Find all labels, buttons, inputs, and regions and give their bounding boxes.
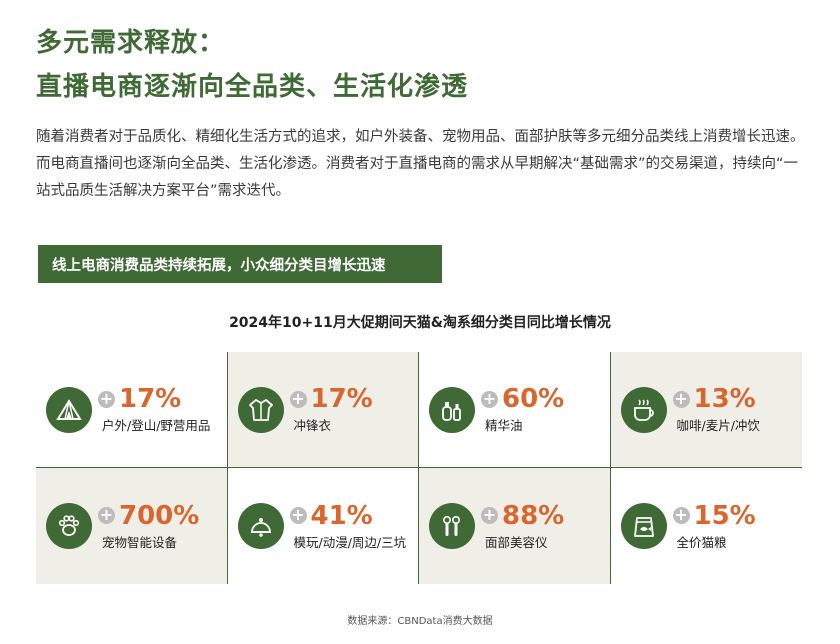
category-card: +41% 模玩/动漫/周边/三坑 [228,468,419,584]
jacket-icon [237,386,284,433]
grid-subtitle: 2024年10+11月大促期间天猫&淘系细分类目同比增长情况 [229,315,611,331]
paw-icon [46,503,92,549]
coffee-cup-icon [620,386,667,433]
category-card: +700% 宠物智能设备 [36,468,228,584]
plus-icon: + [98,505,115,524]
growth-value: 17% [119,384,182,414]
category-label: 冲锋衣 [293,418,332,433]
cat-food-bag-icon [620,503,667,549]
category-label: 户外/登山/野营用品 [102,418,211,433]
tent-icon [46,386,92,433]
category-label: 模玩/动漫/周边/三坑 [293,534,407,550]
page-title-line2: 直播电商逐渐向全品类、生活化渗透 [36,72,469,102]
intro-paragraph: 随着消费者对于品质化、精细化生活方式的追求，如户外装备、宠物用品、面部护肤等多元… [36,129,805,199]
category-card: +13% 咖啡/麦片/冲饮 [610,352,802,468]
growth-value: 15% [693,500,756,531]
category-card: +88% 面部美容仪 [419,468,611,584]
category-label: 面部美容仪 [485,534,548,550]
growth-value: 13% [693,384,756,414]
plus-icon: + [481,505,498,524]
category-card: +15% 全价猫粮 [611,468,803,584]
growth-value: 88% [502,500,565,531]
category-label: 咖啡/麦片/冲饮 [676,418,760,433]
serum-bottle-icon [429,386,475,433]
category-card: +60% 精华油 [419,352,611,468]
plus-icon: + [481,388,498,408]
plus-icon: + [672,505,690,524]
growth-value: 700% [119,500,200,531]
category-label: 宠物智能设备 [102,534,178,550]
growth-value: 17% [310,384,373,414]
category-label: 全价猫粮 [676,534,727,550]
data-source-note: 数据来源：CBNData消费大数据 [347,616,493,627]
plus-icon: + [98,388,115,408]
category-card: +17% 冲锋衣 [227,352,419,468]
plus-icon: + [289,505,307,524]
section-banner: 线上电商消费品类持续拓展，小众细分类目增长迅速 [38,245,442,283]
growth-value: 41% [310,500,373,531]
category-card: +17% 户外/登山/野营用品 [36,352,228,468]
growth-value: 60% [502,384,565,414]
toy-bell-icon [237,503,284,549]
page-title-line1: 多元需求释放： [36,28,226,58]
category-growth-grid: +17% 户外/登山/野营用品 +17% 冲锋衣 +60% 精华油 +13% 咖… [36,352,802,584]
beauty-device-icon [429,503,475,549]
plus-icon: + [672,388,690,408]
category-label: 精华油 [485,418,523,433]
plus-icon: + [289,388,307,408]
